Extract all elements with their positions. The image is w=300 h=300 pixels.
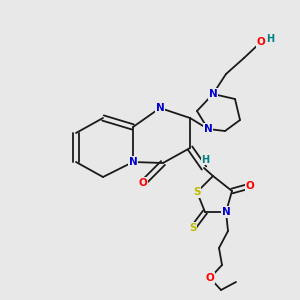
- Text: N: N: [204, 124, 212, 134]
- Text: O: O: [256, 37, 266, 47]
- Text: O: O: [246, 181, 254, 191]
- Text: N: N: [208, 89, 217, 99]
- Text: O: O: [139, 178, 147, 188]
- Text: O: O: [206, 273, 214, 283]
- Text: N: N: [222, 207, 230, 217]
- Text: S: S: [193, 187, 201, 197]
- Text: H: H: [201, 154, 210, 165]
- Text: N: N: [129, 157, 137, 167]
- Text: N: N: [156, 103, 164, 113]
- Text: S: S: [189, 223, 197, 233]
- Text: H: H: [266, 34, 275, 44]
